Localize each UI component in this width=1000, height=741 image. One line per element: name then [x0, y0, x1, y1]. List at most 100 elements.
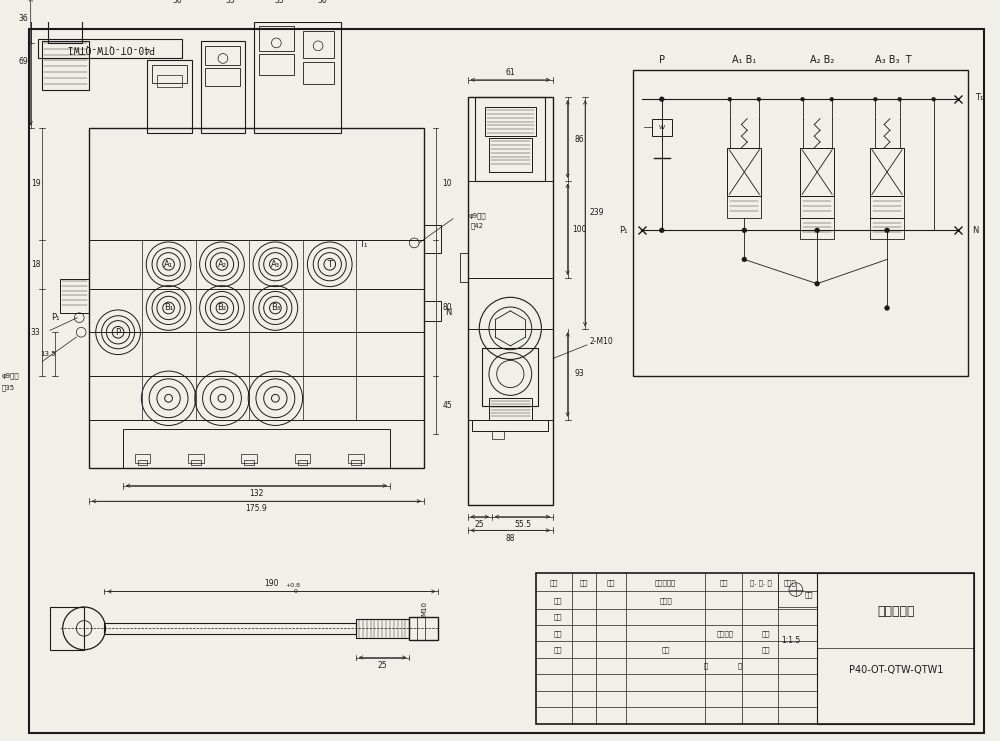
Bar: [48, 14, 82, 43]
Bar: [241, 453, 257, 463]
Bar: [800, 218, 834, 239]
Bar: [104, 622, 356, 634]
Text: 高35: 高35: [2, 385, 15, 391]
Bar: [188, 453, 204, 463]
Text: 1:1.5: 1:1.5: [781, 637, 801, 645]
Text: 处数: 处数: [580, 579, 588, 586]
Text: 33: 33: [31, 328, 40, 336]
Text: φ9通孔: φ9通孔: [2, 373, 19, 379]
Circle shape: [742, 257, 747, 262]
Bar: [303, 31, 334, 59]
Text: 80: 80: [442, 304, 452, 313]
Bar: [536, 573, 974, 723]
Text: A₂ B₂: A₂ B₂: [810, 56, 834, 65]
Bar: [482, 348, 538, 406]
Bar: [870, 218, 904, 239]
Circle shape: [873, 97, 877, 102]
Text: A₁ B₁: A₁ B₁: [732, 56, 756, 65]
Bar: [778, 573, 817, 607]
Text: 分区: 分区: [607, 579, 616, 586]
Bar: [351, 460, 361, 465]
Bar: [817, 573, 974, 648]
Bar: [123, 429, 390, 468]
Text: 100: 100: [572, 225, 587, 234]
Circle shape: [659, 97, 664, 102]
Bar: [298, 460, 307, 465]
Bar: [244, 460, 254, 465]
Text: 132: 132: [249, 489, 264, 498]
Text: A₂: A₂: [217, 260, 226, 269]
Text: 61: 61: [506, 67, 515, 76]
Text: 重量: 重量: [761, 630, 770, 637]
Bar: [652, 119, 672, 136]
Circle shape: [898, 97, 902, 102]
Text: 45: 45: [442, 401, 452, 410]
Bar: [348, 453, 364, 463]
Text: 审核: 审核: [554, 630, 563, 637]
Bar: [295, 453, 310, 463]
Text: P: P: [116, 328, 121, 336]
Text: 19: 19: [31, 179, 40, 188]
Bar: [138, 460, 147, 465]
Circle shape: [659, 228, 664, 233]
Text: P₁: P₁: [619, 226, 628, 235]
Text: 239: 239: [589, 208, 604, 217]
Text: 86: 86: [574, 135, 584, 144]
Text: 共: 共: [703, 662, 708, 668]
Bar: [800, 147, 834, 196]
Text: N: N: [445, 308, 451, 317]
Text: 30: 30: [172, 0, 182, 4]
Bar: [475, 97, 545, 181]
Circle shape: [742, 228, 747, 233]
Text: 校对: 校对: [554, 614, 563, 620]
Text: 18: 18: [31, 260, 40, 269]
Circle shape: [815, 228, 820, 233]
Text: 批准: 批准: [661, 646, 670, 653]
Text: 10: 10: [442, 179, 452, 188]
Text: M10: M10: [421, 602, 427, 617]
Bar: [42, 41, 89, 90]
Text: 版本号: 版本号: [784, 579, 796, 586]
Bar: [870, 196, 904, 218]
Text: N: N: [972, 226, 979, 235]
Text: 36: 36: [18, 14, 28, 23]
Circle shape: [830, 97, 834, 102]
Text: φ9通孔: φ9通孔: [469, 213, 486, 219]
Bar: [52, 0, 78, 19]
Bar: [800, 196, 834, 218]
Bar: [472, 419, 548, 431]
Bar: [157, 75, 182, 87]
Text: 年. 月. 日: 年. 月. 日: [750, 579, 772, 586]
Bar: [201, 41, 245, 133]
Bar: [254, 21, 341, 133]
Bar: [727, 196, 761, 218]
Text: T₁: T₁: [975, 93, 983, 102]
Circle shape: [815, 282, 820, 286]
Circle shape: [801, 97, 805, 102]
Text: 标记: 标记: [550, 579, 558, 586]
Bar: [409, 617, 438, 640]
Circle shape: [728, 97, 732, 102]
Text: T: T: [327, 260, 332, 269]
Text: W: W: [659, 125, 665, 130]
Text: 2-M10: 2-M10: [590, 337, 613, 347]
Text: 更改文件号: 更改文件号: [655, 579, 676, 586]
Bar: [60, 279, 89, 313]
Bar: [50, 607, 84, 650]
Bar: [38, 39, 182, 59]
Text: B₁: B₁: [164, 304, 173, 313]
Text: 类型: 类型: [805, 591, 814, 598]
Text: 35: 35: [275, 0, 285, 4]
Text: T₁: T₁: [360, 240, 368, 250]
Text: +0.8
   0: +0.8 0: [285, 583, 300, 594]
Circle shape: [757, 97, 761, 102]
Bar: [489, 138, 532, 172]
Bar: [489, 398, 532, 419]
Text: 张: 张: [737, 662, 742, 668]
Circle shape: [885, 305, 889, 310]
Text: 190: 190: [264, 579, 279, 588]
Text: P40-OT-QTW-QTW1: P40-OT-QTW-QTW1: [849, 665, 943, 675]
Text: 比例: 比例: [761, 646, 770, 653]
Text: 标准化: 标准化: [659, 597, 672, 603]
Bar: [135, 453, 150, 463]
